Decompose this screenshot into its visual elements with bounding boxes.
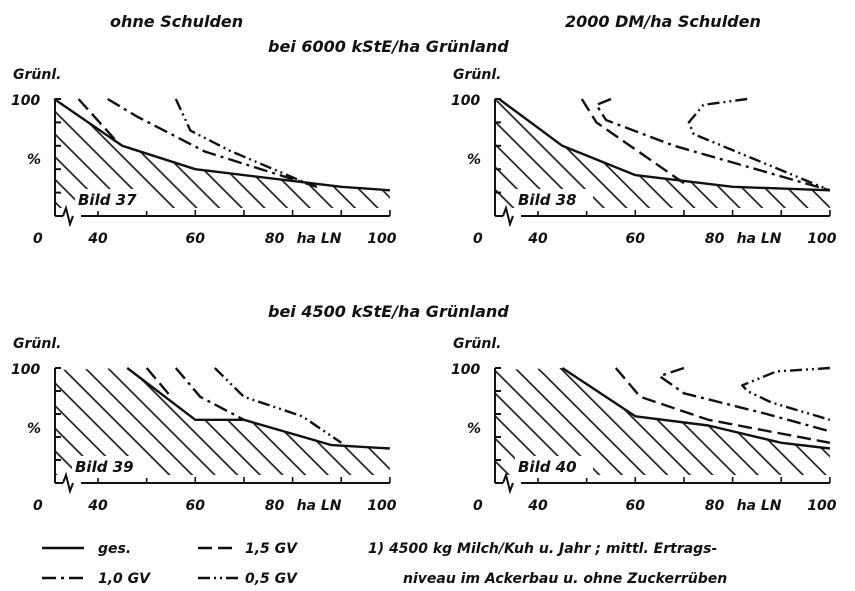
y-unit-label: % — [467, 421, 481, 437]
panel-bild-39: Grünl. 100% 0 40 60 80 ha LN 100 Bild 39 — [11, 336, 397, 514]
axis-break-mark — [502, 471, 514, 495]
legend-label-1-0-gv: 1,0 GV — [98, 571, 151, 587]
x-unit-label: ha LN — [297, 231, 342, 247]
series-line-1-5-gv — [580, 98, 685, 185]
header-top-center: bei 6000 kStE/ha Grünland — [268, 37, 509, 56]
x-tick-label: 40 — [527, 231, 548, 247]
x-tick-label: 60 — [626, 498, 646, 514]
series-line-1-0-gv — [174, 367, 245, 421]
series-line-1-0-gv — [658, 366, 831, 433]
y-tick-label: 100 — [451, 362, 480, 378]
origin-label: 0 — [33, 231, 43, 247]
legend-note-line1: 1) 4500 kg Milch/Kuh u. Jahr ; mittl. Er… — [368, 541, 718, 557]
y-axis-label: Grünl. — [13, 336, 61, 352]
panel-label: Bild 37 — [78, 191, 137, 209]
y-unit-label: % — [27, 421, 41, 437]
x-tick-label: 60 — [186, 498, 206, 514]
panel-label: Bild 39 — [75, 458, 134, 476]
series-line-1-5-gv — [145, 367, 172, 398]
panel-bild-38: Grünl. 100% 0 40 60 80 ha LN 100 Bild 38 — [451, 67, 837, 247]
y-unit-label: % — [467, 152, 481, 168]
panel-label-backing — [72, 456, 150, 478]
series-line-0-5-gv — [741, 366, 831, 421]
x-tick-label: 80 — [265, 498, 285, 514]
hatched-area — [495, 368, 830, 475]
series-line-0-5-gv — [174, 98, 313, 187]
hatched-area — [55, 368, 390, 475]
series-line-1-0-gv — [595, 97, 831, 192]
series-line-ges — [498, 98, 830, 192]
hatched-area — [495, 99, 830, 208]
origin-label: 0 — [473, 498, 483, 514]
x-tick-label: 80 — [705, 231, 725, 247]
legend-label-1-5-gv: 1,5 GV — [245, 541, 298, 557]
header-right: 2000 DM/ha Schulden — [565, 12, 761, 31]
panel-label-backing — [515, 189, 593, 211]
legend-label-ges: ges. — [98, 541, 131, 557]
axis-break-mark — [62, 204, 74, 228]
panels: Grünl. 100% 0 40 60 80 ha LN 100 Bild 37 Grünl. 10… — [11, 67, 837, 514]
x-tick-label: 80 — [705, 498, 725, 514]
y-axis-label: Grünl. — [453, 336, 501, 352]
panel-label-backing — [75, 189, 153, 211]
y-unit-label: % — [27, 152, 41, 168]
x-tick-label: 60 — [186, 231, 206, 247]
legend-note-line2: niveau im Ackerbau u. ohne Zuckerrüben — [403, 571, 727, 587]
y-tick-label: 100 — [11, 362, 40, 378]
axis-break-mark — [62, 471, 74, 495]
header-left: ohne Schulden — [110, 12, 243, 31]
series-line-1-5-gv — [614, 367, 831, 444]
series-line-0-5-gv — [687, 97, 831, 192]
y-axis-label: Grünl. — [13, 67, 61, 83]
legend: ges. 1,5 GV 1,0 GV 0,5 GV 1) 4500 kg Mil… — [42, 541, 727, 587]
legend-label-0-5-gv: 0,5 GV — [245, 571, 298, 587]
x-tick-label: 80 — [265, 231, 285, 247]
x-tick-label: 40 — [527, 498, 548, 514]
series-line-1-5-gv — [77, 98, 119, 144]
x-unit-label: ha LN — [737, 231, 782, 247]
header-mid-center: bei 4500 kStE/ha Grünland — [268, 302, 509, 321]
panel-bild-40: Grünl. 100% 0 40 60 80 ha LN 100 Bild 40 — [451, 336, 837, 514]
panel-label-backing — [515, 456, 593, 478]
x-unit-label: ha LN — [737, 498, 782, 514]
x-tick-label: 60 — [626, 231, 646, 247]
x-tick-label: 100 — [367, 498, 396, 514]
y-tick-label: 100 — [451, 93, 480, 109]
panel-label: Bild 40 — [518, 458, 577, 476]
x-tick-label: 40 — [87, 498, 108, 514]
axis-break-mark — [502, 204, 514, 228]
y-tick-label: 100 — [11, 93, 40, 109]
x-tick-label: 100 — [807, 231, 836, 247]
x-tick-label: 100 — [807, 498, 836, 514]
series-line-1-0-gv — [107, 97, 318, 188]
y-axis-label: Grünl. — [453, 67, 501, 83]
origin-label: 0 — [473, 231, 483, 247]
series-line-ges — [561, 366, 831, 450]
x-unit-label: ha LN — [297, 498, 342, 514]
x-tick-label: 40 — [87, 231, 108, 247]
series-line-ges — [53, 98, 390, 192]
origin-label: 0 — [33, 498, 43, 514]
x-tick-label: 100 — [367, 231, 396, 247]
panel-label: Bild 38 — [518, 191, 577, 209]
panel-bild-37: Grünl. 100% 0 40 60 80 ha LN 100 Bild 37 — [11, 67, 397, 247]
hatched-area — [54, 99, 390, 208]
